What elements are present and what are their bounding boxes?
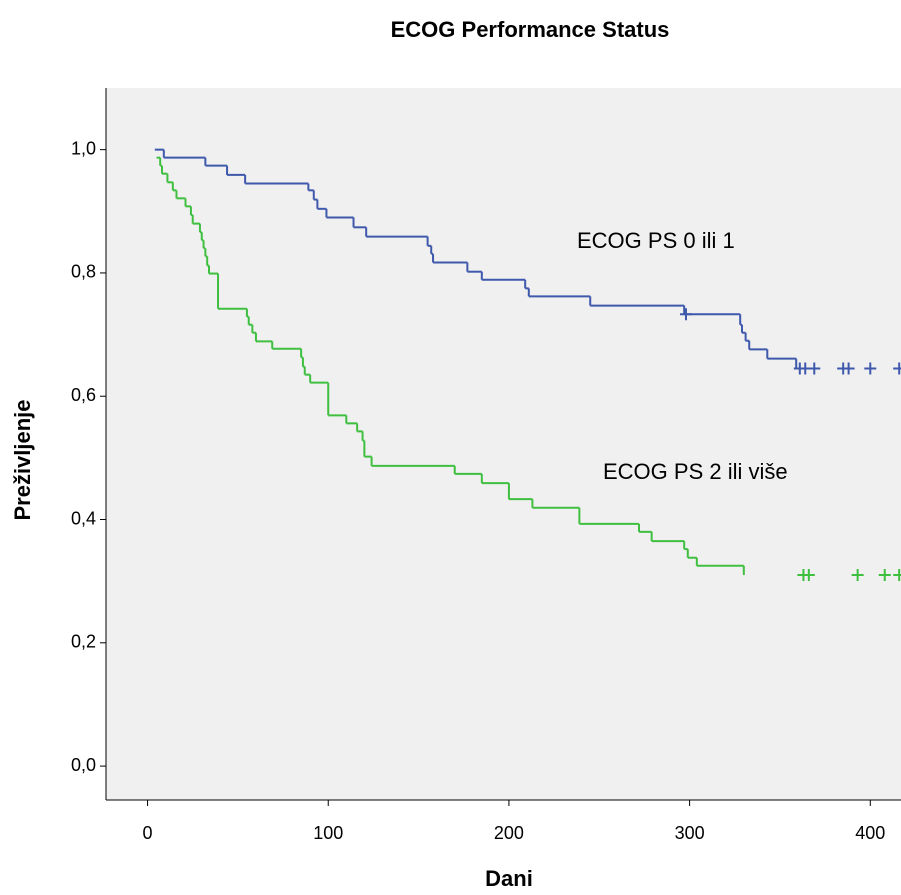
x-tick-label: 300 [675,823,705,843]
x-tick-label: 400 [855,823,885,843]
censor-mark [864,362,877,375]
y-tick-label: 1,0 [71,138,96,158]
annotation: ECOG PS 2 ili više [603,459,788,484]
censor-mark [842,362,855,375]
censor-mark [878,568,891,581]
x-tick-label: 100 [313,823,343,843]
y-tick-label: 0,2 [71,632,96,652]
y-tick-label: 0,0 [71,755,96,775]
y-tick-label: 0,6 [71,385,96,405]
censor-mark [893,568,901,581]
y-tick-label: 0,8 [71,262,96,282]
x-tick-label: 200 [494,823,524,843]
y-axis-label: Preživljenje [10,399,35,520]
censor-mark [679,308,692,321]
annotation: ECOG PS 0 ili 1 [577,228,735,253]
x-tick-label: 0 [143,823,153,843]
chart-title: ECOG Performance Status [391,17,670,42]
x-axis-label: Dani [485,866,533,891]
censor-mark [802,568,815,581]
y-tick-label: 0,4 [71,508,96,528]
censor-mark [893,362,901,375]
censor-mark [851,568,864,581]
censor-mark [808,362,821,375]
plot-area [106,88,901,800]
